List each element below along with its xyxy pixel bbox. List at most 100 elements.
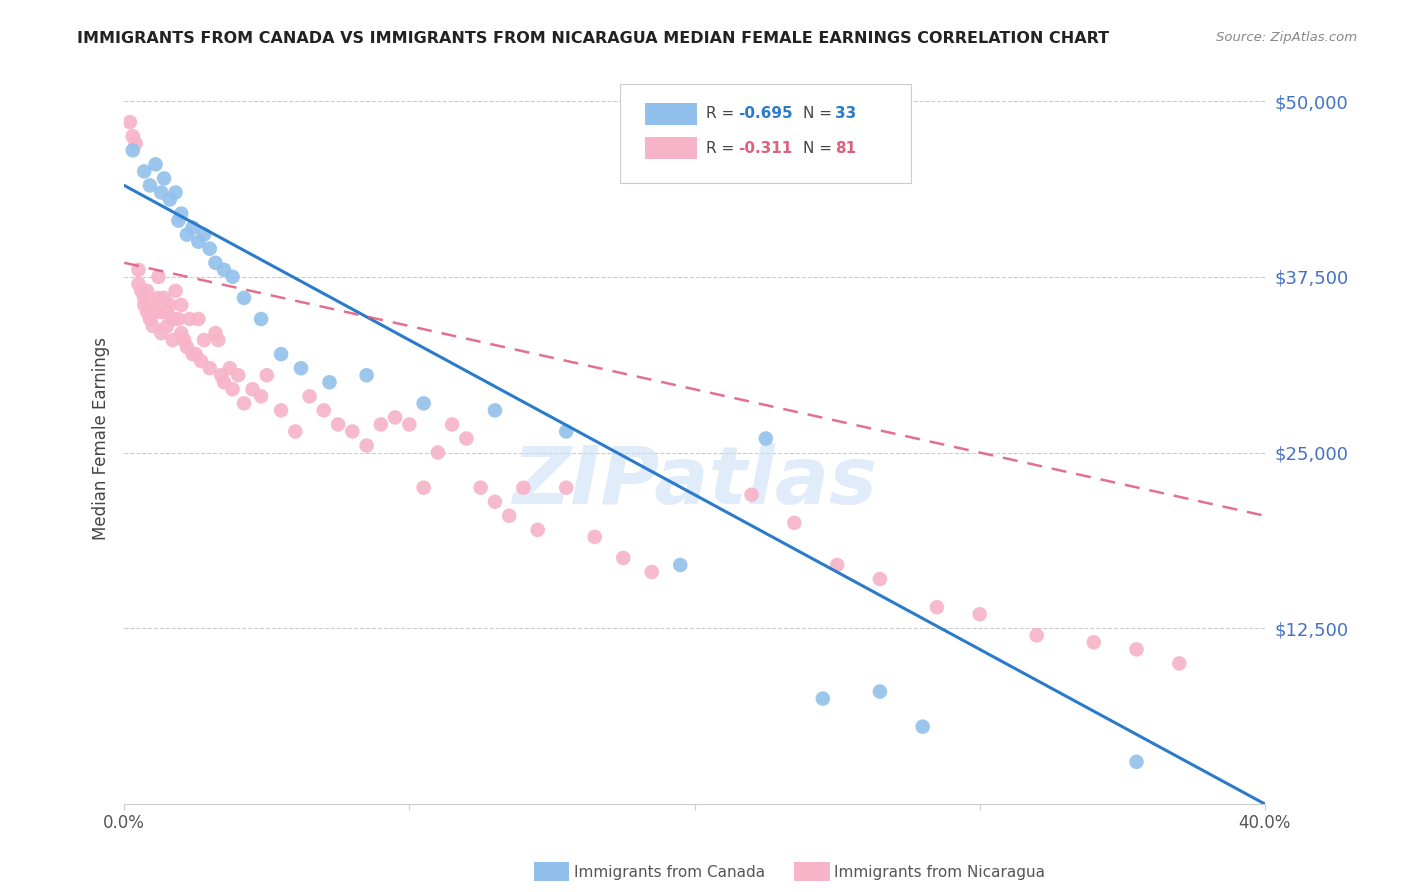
Text: Immigrants from Nicaragua: Immigrants from Nicaragua <box>834 865 1045 880</box>
Point <box>207 333 229 347</box>
Point <box>669 558 692 572</box>
Point <box>233 396 256 410</box>
Point <box>142 318 165 333</box>
Point <box>139 178 162 193</box>
Text: Immigrants from Canada: Immigrants from Canada <box>574 865 765 880</box>
Point <box>190 354 212 368</box>
Y-axis label: Median Female Earnings: Median Female Earnings <box>93 337 110 540</box>
Point <box>134 291 156 305</box>
Point <box>456 432 478 446</box>
Point <box>825 558 848 572</box>
Point <box>170 206 193 220</box>
Point <box>441 417 464 432</box>
Point <box>1168 657 1191 671</box>
Point <box>156 318 179 333</box>
Point <box>412 396 434 410</box>
Point <box>221 382 243 396</box>
Point <box>512 481 534 495</box>
Point <box>153 171 176 186</box>
Point <box>187 235 209 249</box>
Point <box>170 326 193 340</box>
Point <box>150 186 173 200</box>
Point <box>136 284 159 298</box>
Point <box>270 347 292 361</box>
Point <box>159 193 181 207</box>
Text: N =: N = <box>803 106 837 121</box>
Point <box>170 298 193 312</box>
Point <box>583 530 606 544</box>
Point <box>356 438 378 452</box>
Point <box>1025 628 1047 642</box>
Point <box>121 129 143 144</box>
Point <box>165 186 187 200</box>
Point <box>165 284 187 298</box>
Point <box>139 312 162 326</box>
Point <box>131 284 153 298</box>
Point <box>242 382 264 396</box>
Point <box>218 361 240 376</box>
Point <box>181 347 204 361</box>
Point <box>142 298 165 312</box>
Point <box>1125 755 1147 769</box>
Point <box>1125 642 1147 657</box>
Point <box>179 312 201 326</box>
Point <box>555 481 578 495</box>
Point <box>173 333 195 347</box>
Text: R =: R = <box>706 106 740 121</box>
Point <box>783 516 806 530</box>
Point <box>925 600 948 615</box>
Point <box>212 262 235 277</box>
Point <box>484 403 506 417</box>
Point <box>187 312 209 326</box>
Point <box>741 488 763 502</box>
Point <box>755 432 778 446</box>
Point <box>342 425 364 439</box>
Point <box>233 291 256 305</box>
Point <box>167 213 190 227</box>
Point <box>198 242 221 256</box>
Point <box>641 565 664 579</box>
Text: -0.695: -0.695 <box>738 106 793 121</box>
Point <box>193 227 215 242</box>
FancyBboxPatch shape <box>645 103 697 125</box>
Point <box>426 445 449 459</box>
FancyBboxPatch shape <box>645 137 697 160</box>
Point <box>212 376 235 390</box>
Point <box>555 425 578 439</box>
Point <box>811 691 834 706</box>
Point <box>356 368 378 383</box>
Text: Source: ZipAtlas.com: Source: ZipAtlas.com <box>1216 31 1357 45</box>
Text: 33: 33 <box>835 106 856 121</box>
Point <box>150 326 173 340</box>
Point <box>256 368 278 383</box>
Point <box>384 410 406 425</box>
Point <box>250 312 273 326</box>
Point <box>136 305 159 319</box>
Point <box>184 347 207 361</box>
Point <box>127 262 149 277</box>
Point <box>148 291 170 305</box>
Point <box>226 368 249 383</box>
Text: -0.311: -0.311 <box>738 141 792 156</box>
Point <box>612 551 634 566</box>
Point <box>127 277 149 291</box>
Point <box>134 298 156 312</box>
Point <box>869 684 891 698</box>
Point <box>290 361 312 376</box>
Point <box>145 157 167 171</box>
Point <box>167 312 190 326</box>
Point <box>869 572 891 586</box>
Point <box>134 164 156 178</box>
Point <box>153 291 176 305</box>
Point <box>298 389 321 403</box>
Point <box>193 333 215 347</box>
Point <box>326 417 349 432</box>
Text: ZIPatlas: ZIPatlas <box>512 443 877 521</box>
Text: 81: 81 <box>835 141 856 156</box>
FancyBboxPatch shape <box>620 84 911 183</box>
Point <box>209 368 232 383</box>
Point <box>162 333 184 347</box>
Text: IMMIGRANTS FROM CANADA VS IMMIGRANTS FROM NICARAGUA MEDIAN FEMALE EARNINGS CORRE: IMMIGRANTS FROM CANADA VS IMMIGRANTS FRO… <box>77 31 1109 46</box>
Point <box>124 136 146 151</box>
Point <box>162 312 184 326</box>
